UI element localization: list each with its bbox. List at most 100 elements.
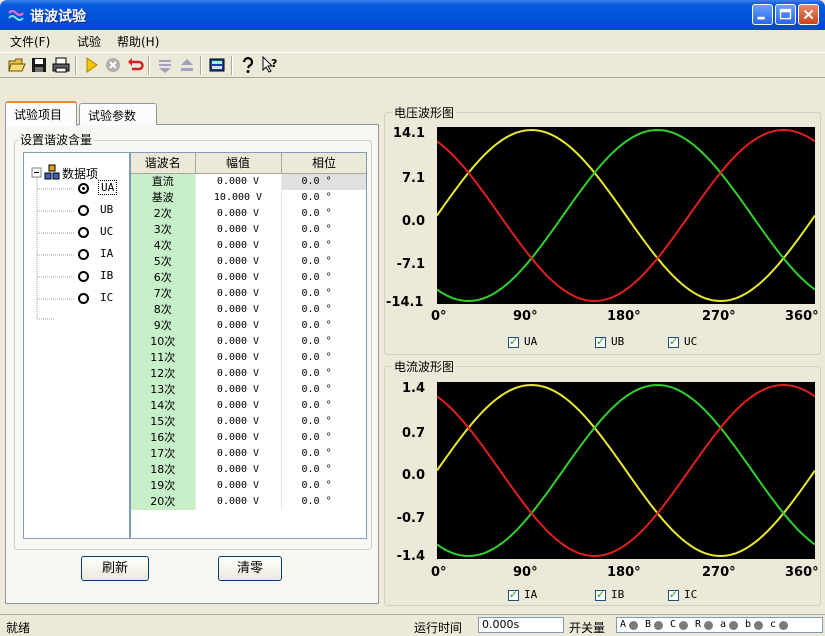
data-item-tree[interactable]: 数据项 UA UB UC IA IB IC [23,152,130,539]
table-row[interactable]: 7次 0.000 V 0.0 ° [131,285,366,302]
ub-checkbox[interactable] [595,335,606,348]
calculator-icon[interactable] [208,56,226,74]
tree-item-ia[interactable]: IA [100,247,114,260]
table-row[interactable]: 3次 0.000 V 0.0 ° [131,221,366,238]
phase-cell[interactable]: 0.0 ° [281,493,366,510]
ic-checkbox[interactable] [668,588,679,601]
column-header-phase[interactable]: 相位 [281,153,366,174]
radio-uc[interactable] [78,227,89,238]
radio-ub[interactable] [78,205,89,216]
phase-cell[interactable]: 0.0 ° [281,317,366,334]
amplitude-cell[interactable]: 10.000 V [195,189,282,206]
column-header-amplitude[interactable]: 幅值 [195,153,282,174]
tab-test-params[interactable]: 试验参数 [79,103,157,125]
table-row[interactable]: 10次 0.000 V 0.0 ° [131,333,366,350]
phase-cell[interactable]: 0.0 ° [281,477,366,494]
menu-test[interactable]: 试验 [77,35,102,49]
radio-ib[interactable] [78,271,89,282]
up-icon[interactable] [178,56,196,74]
table-row[interactable]: 2次 0.000 V 0.0 ° [131,205,366,222]
ia-checkbox[interactable] [508,588,519,601]
amplitude-cell[interactable]: 0.000 V [195,413,282,430]
menu-help[interactable]: 帮助(H) [117,35,160,49]
radio-ia[interactable] [78,249,89,260]
radio-ua[interactable] [78,183,89,194]
amplitude-cell[interactable]: 0.000 V [195,381,282,398]
maximize-button[interactable] [775,4,796,25]
context-help-icon[interactable]: ? [261,56,279,74]
clear-button[interactable]: 清零 [218,556,282,581]
phase-cell[interactable]: 0.0 ° [281,365,366,382]
amplitude-cell[interactable]: 0.000 V [195,269,282,286]
refresh-button[interactable]: 刷新 [81,556,149,581]
amplitude-cell[interactable]: 0.000 V [195,221,282,238]
table-row[interactable]: 6次 0.000 V 0.0 ° [131,269,366,286]
phase-cell[interactable]: 0.0 ° [281,381,366,398]
table-row[interactable]: 19次 0.000 V 0.0 ° [131,477,366,494]
amplitude-cell[interactable]: 0.000 V [195,205,282,222]
phase-cell[interactable]: 0.0 ° [281,397,366,414]
amplitude-cell[interactable]: 0.000 V [195,237,282,254]
reset-icon[interactable] [126,56,144,74]
table-row[interactable]: 9次 0.000 V 0.0 ° [131,317,366,334]
phase-cell[interactable]: 0.0 ° [281,461,366,478]
table-row[interactable]: 13次 0.000 V 0.0 ° [131,381,366,398]
tree-item-ib[interactable]: IB [100,269,114,282]
table-row[interactable]: 15次 0.000 V 0.0 ° [131,413,366,430]
radio-ic[interactable] [78,293,89,304]
phase-cell[interactable]: 0.0 ° [281,285,366,302]
phase-cell[interactable]: 0.0 ° [281,189,366,206]
save-icon[interactable] [30,56,48,74]
phase-cell[interactable]: 0.0 ° [281,333,366,350]
phase-cell[interactable]: 0.0 ° [281,205,366,222]
phase-cell[interactable]: 0.0 ° [281,269,366,286]
table-row[interactable]: 14次 0.000 V 0.0 ° [131,397,366,414]
table-row[interactable]: 直流 0.000 V 0.0 ° [131,173,366,190]
amplitude-cell[interactable]: 0.000 V [195,173,282,190]
ib-checkbox[interactable] [595,588,606,601]
phase-cell[interactable]: 0.0 ° [281,429,366,446]
table-row[interactable]: 20次 0.000 V 0.0 ° [131,493,366,510]
amplitude-cell[interactable]: 0.000 V [195,349,282,366]
phase-cell[interactable]: 0.0 ° [281,237,366,254]
run-icon[interactable] [82,56,100,74]
amplitude-cell[interactable]: 0.000 V [195,445,282,462]
tree-item-uc[interactable]: UC [100,225,114,238]
close-button[interactable] [798,4,819,25]
amplitude-cell[interactable]: 0.000 V [195,333,282,350]
column-header-name[interactable]: 谐波名 [131,153,196,174]
phase-cell[interactable]: 0.0 ° [281,301,366,318]
amplitude-cell[interactable]: 0.000 V [195,397,282,414]
amplitude-cell[interactable]: 0.000 V [195,461,282,478]
open-icon[interactable] [8,56,26,74]
table-row[interactable]: 17次 0.000 V 0.0 ° [131,445,366,462]
stop-icon[interactable] [104,56,122,74]
help-icon[interactable] [239,56,257,74]
amplitude-cell[interactable]: 0.000 V [195,285,282,302]
phase-cell[interactable]: 0.0 ° [281,445,366,462]
table-row[interactable]: 12次 0.000 V 0.0 ° [131,365,366,382]
amplitude-cell[interactable]: 0.000 V [195,301,282,318]
minimize-button[interactable] [752,4,773,25]
tree-item-ub[interactable]: UB [100,203,114,216]
harmonic-table[interactable]: 谐波名 幅值 相位 直流 0.000 V 0.0 ° 基波 10.000 V 0.0 ° 2… [130,152,367,539]
amplitude-cell[interactable]: 0.000 V [195,253,282,270]
ua-checkbox[interactable] [508,335,519,348]
tree-item-ic[interactable]: IC [100,291,114,304]
table-row[interactable]: 8次 0.000 V 0.0 ° [131,301,366,318]
print-icon[interactable] [52,56,70,74]
table-row[interactable]: 5次 0.000 V 0.0 ° [131,253,366,270]
phase-cell[interactable]: 0.0 ° [281,173,366,190]
tree-item-ua[interactable]: UA [98,180,118,195]
uc-checkbox[interactable] [668,335,679,348]
phase-cell[interactable]: 0.0 ° [281,221,366,238]
down-icon[interactable] [156,56,174,74]
phase-cell[interactable]: 0.0 ° [281,349,366,366]
table-row[interactable]: 基波 10.000 V 0.0 ° [131,189,366,206]
table-row[interactable]: 11次 0.000 V 0.0 ° [131,349,366,366]
tab-test-items[interactable]: 试验项目 [5,101,77,126]
amplitude-cell[interactable]: 0.000 V [195,365,282,382]
phase-cell[interactable]: 0.0 ° [281,413,366,430]
table-row[interactable]: 4次 0.000 V 0.0 ° [131,237,366,254]
phase-cell[interactable]: 0.0 ° [281,253,366,270]
